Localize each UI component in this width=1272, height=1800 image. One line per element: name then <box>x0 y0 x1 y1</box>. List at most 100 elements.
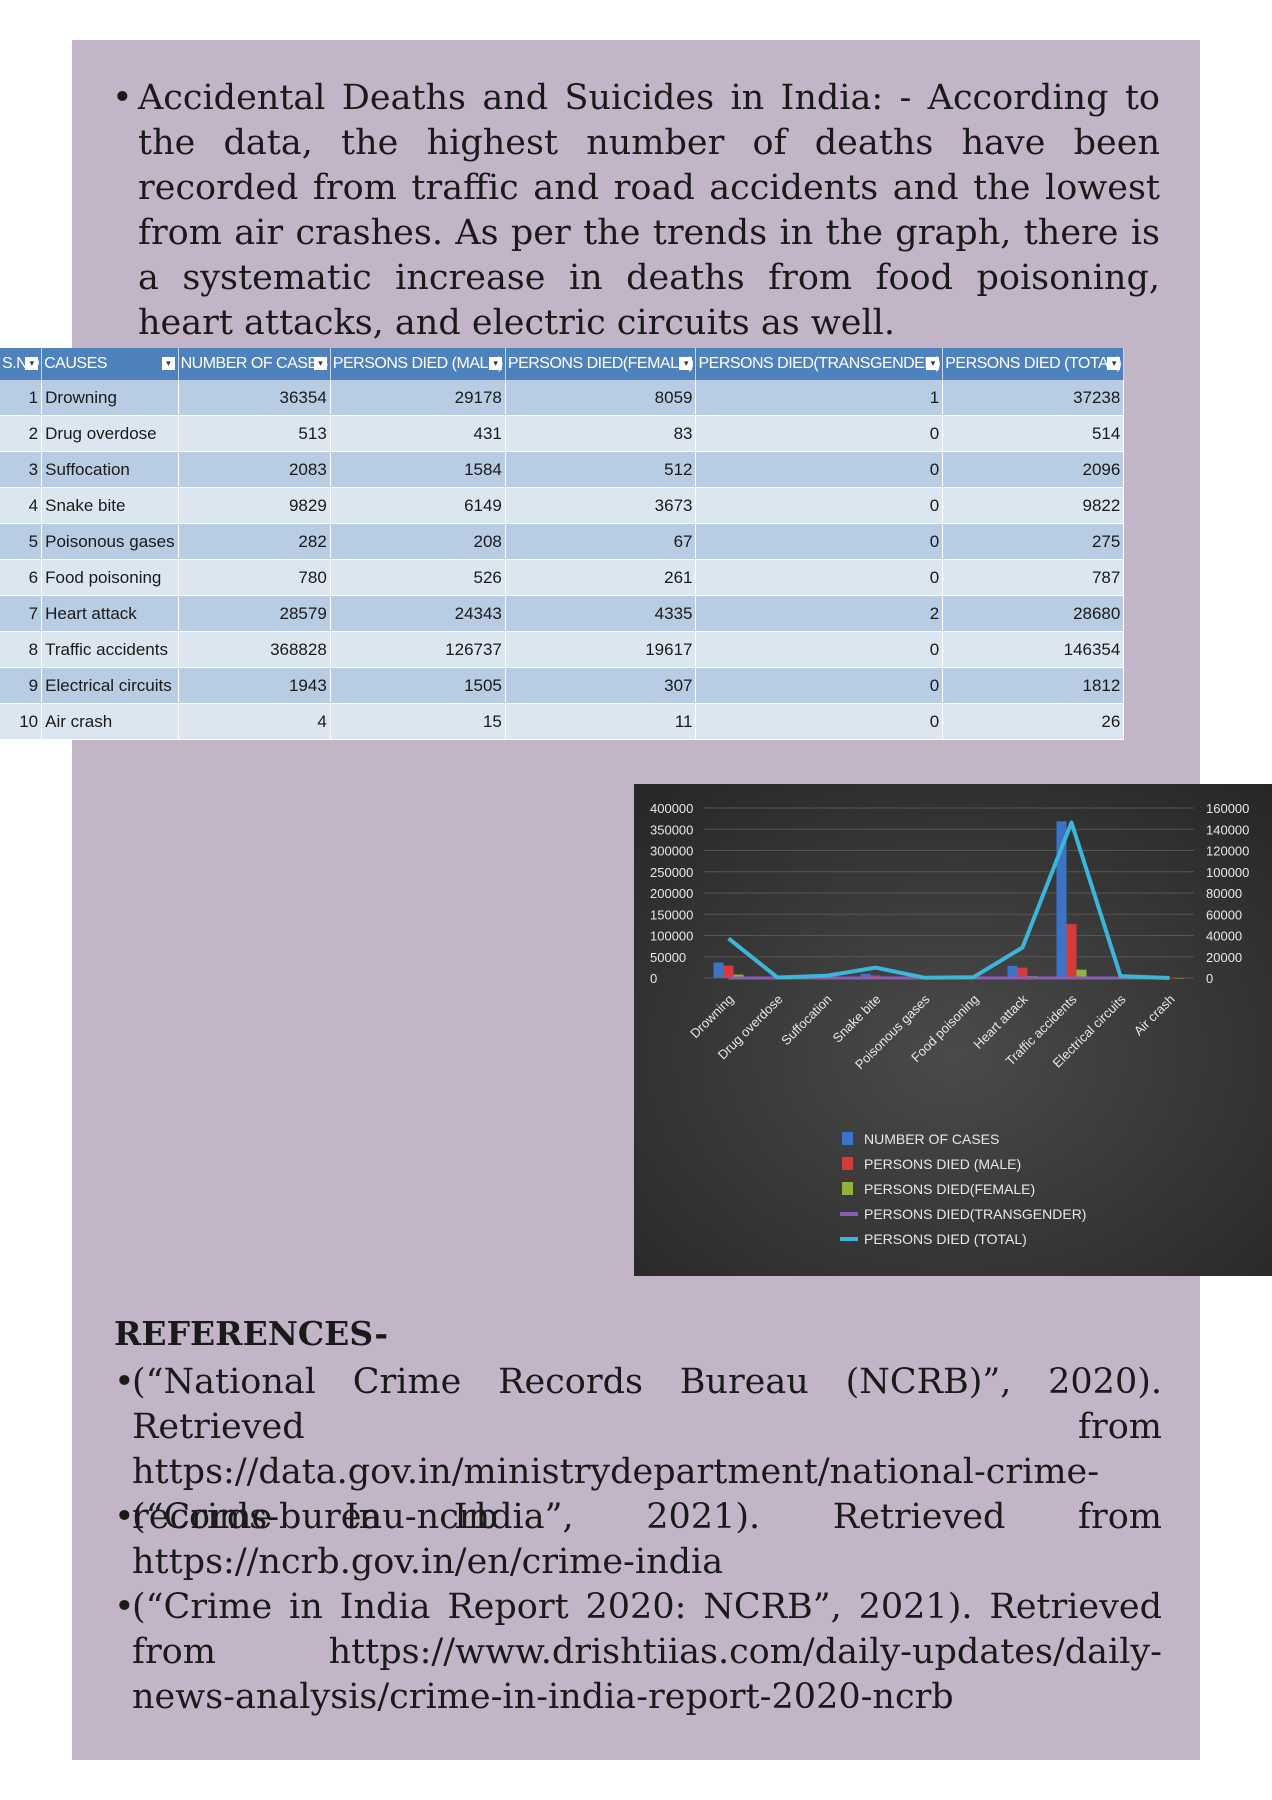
filter-dropdown-icon[interactable]: ▾ <box>313 357 327 370</box>
bar <box>723 965 734 978</box>
series-line <box>727 820 1170 980</box>
table-header-row: S.NO ▾ CAUSES ▾ NUMBER OF CASES ▾ PERSONS DIED… <box>0 348 1125 380</box>
table-cell: 282 <box>178 523 331 560</box>
left-axis-tick-label: 0 <box>650 971 657 986</box>
table-cell: 368828 <box>178 631 331 668</box>
legend-label: PERSONS DIED(FEMALE) <box>864 1181 1035 1197</box>
cause-cell: Suffocation <box>41 451 179 488</box>
accidental-deaths-table: S.NO ▾ CAUSES ▾ NUMBER OF CASES ▾ PERSONS DIED… <box>0 348 1125 740</box>
legend-label: PERSONS DIED (TOTAL) <box>864 1231 1027 1247</box>
table-row: 2 Drug overdose 513 431 83 0 514 <box>0 415 1125 452</box>
table-cell: 0 <box>695 667 944 704</box>
table-row: 10 Air crash 4 15 11 0 26 <box>0 703 1125 740</box>
table-cell: 3673 <box>505 487 697 524</box>
table-cell: 1 <box>695 380 944 416</box>
table-cell: 6 <box>0 559 43 596</box>
legend-swatch <box>842 1157 853 1170</box>
table-row: 9 Electrical circuits 1943 1505 307 0 1812 <box>0 667 1125 704</box>
table-cell: 5 <box>0 523 43 560</box>
column-header: PERSONS DIED(TRANSGENDER) ▾ <box>695 348 944 380</box>
table-cell: 6149 <box>330 487 506 524</box>
filter-dropdown-icon[interactable]: ▾ <box>926 357 940 370</box>
table-cell: 8 <box>0 631 43 668</box>
table-cell: 780 <box>178 559 331 596</box>
cause-cell: Drowning <box>41 380 179 416</box>
table-cell: 19617 <box>505 631 697 668</box>
references-title: REFERENCES- <box>114 1314 389 1353</box>
table-cell: 1812 <box>942 667 1125 704</box>
bar <box>1007 965 1018 978</box>
legend-label: PERSONS DIED (MALE) <box>864 1156 1021 1172</box>
table-cell: 67 <box>505 523 697 560</box>
cause-cell: Electrical circuits <box>41 667 179 704</box>
table-cell: 1584 <box>330 451 506 488</box>
table-cell: 0 <box>695 487 944 524</box>
reference-item: • (“National Crime Records Bureau (NCRB)… <box>114 1360 1162 1540</box>
table-cell: 24343 <box>330 595 506 632</box>
bullet: • <box>114 1497 135 1537</box>
column-header-label: PERSONS DIED(FEMALE) <box>507 355 694 372</box>
legend-swatch <box>842 1132 853 1145</box>
table-cell: 28579 <box>178 595 331 632</box>
right-axis-tick-label: 20000 <box>1206 950 1242 965</box>
table-cell: 83 <box>505 415 697 452</box>
right-axis-tick-label: 80000 <box>1206 886 1242 901</box>
cause-cell: Snake bite <box>41 487 179 524</box>
left-axis-tick-label: 400000 <box>650 801 693 816</box>
table-row: 3 Suffocation 2083 1584 512 0 2096 <box>0 451 1125 488</box>
right-axis-tick-label: 140000 <box>1206 822 1249 837</box>
column-header: PERSONS DIED (MALE) ▾ <box>330 348 506 380</box>
legend-swatch <box>842 1182 853 1195</box>
table-cell: 4 <box>178 703 331 740</box>
table-cell: 0 <box>695 523 944 560</box>
table-body: 1 Drowning 36354 29178 8059 1 37238 2 Drug overd… <box>0 380 1125 740</box>
cause-cell: Poisonous gases <box>41 523 179 560</box>
left-axis-tick-label: 250000 <box>650 865 693 880</box>
right-axis-tick-label: 0 <box>1206 971 1213 986</box>
column-header: NUMBER OF CASES ▾ <box>178 348 331 380</box>
filter-dropdown-icon[interactable]: ▾ <box>161 357 175 370</box>
bullet: • <box>114 1587 135 1627</box>
filter-dropdown-icon[interactable]: ▾ <box>1107 357 1121 370</box>
table-cell: 29178 <box>330 380 506 416</box>
table-cell: 1 <box>0 380 43 416</box>
table-cell: 8059 <box>505 380 697 416</box>
filter-dropdown-icon[interactable]: ▾ <box>25 357 39 370</box>
filter-dropdown-icon[interactable]: ▾ <box>679 357 693 370</box>
table-cell: 0 <box>695 703 944 740</box>
table-cell: 9 <box>0 667 43 704</box>
column-header: S.NO ▾ <box>0 348 43 380</box>
table-cell: 7 <box>0 595 43 632</box>
deaths-combo-chart: 4000003500003000002500002000001500001000… <box>634 784 1272 1276</box>
table-cell: 15 <box>330 703 506 740</box>
table-cell: 512 <box>505 451 697 488</box>
table-cell: 208 <box>330 523 506 560</box>
table-cell: 146354 <box>942 631 1125 668</box>
reference-text: (“Crime in India Report 2020: NCRB”, 202… <box>132 1587 1162 1717</box>
table-row: 8 Traffic accidents 368828 126737 19617 0 1463… <box>0 631 1125 668</box>
table-cell: 787 <box>942 559 1125 596</box>
legend-label: PERSONS DIED(TRANSGENDER) <box>864 1206 1086 1222</box>
right-axis-tick-label: 100000 <box>1206 865 1249 880</box>
table-cell: 26 <box>942 703 1125 740</box>
left-axis-tick-label: 100000 <box>650 929 693 944</box>
cause-cell: Air crash <box>41 703 179 740</box>
bullet: • <box>112 78 133 118</box>
bar <box>713 962 724 978</box>
column-header-label: NUMBER OF CASES <box>180 355 329 372</box>
right-axis-tick-label: 160000 <box>1206 801 1249 816</box>
table-cell: 431 <box>330 415 506 452</box>
table-cell: 1943 <box>178 667 331 704</box>
table-cell: 4335 <box>505 595 697 632</box>
cause-cell: Heart attack <box>41 595 179 632</box>
filter-dropdown-icon[interactable]: ▾ <box>488 357 502 370</box>
table-row: 6 Food poisoning 780 526 261 0 787 <box>0 559 1125 596</box>
table-cell: 275 <box>942 523 1125 560</box>
table-row: 1 Drowning 36354 29178 8059 1 37238 <box>0 380 1125 416</box>
table-cell: 10 <box>0 703 43 740</box>
left-axis-tick-label: 200000 <box>650 886 693 901</box>
bar <box>1056 821 1067 978</box>
legend-label: NUMBER OF CASES <box>864 1131 999 1147</box>
bar <box>860 973 871 978</box>
intro-paragraph: • Accidental Deaths and Suicides in Indi… <box>112 76 1160 346</box>
